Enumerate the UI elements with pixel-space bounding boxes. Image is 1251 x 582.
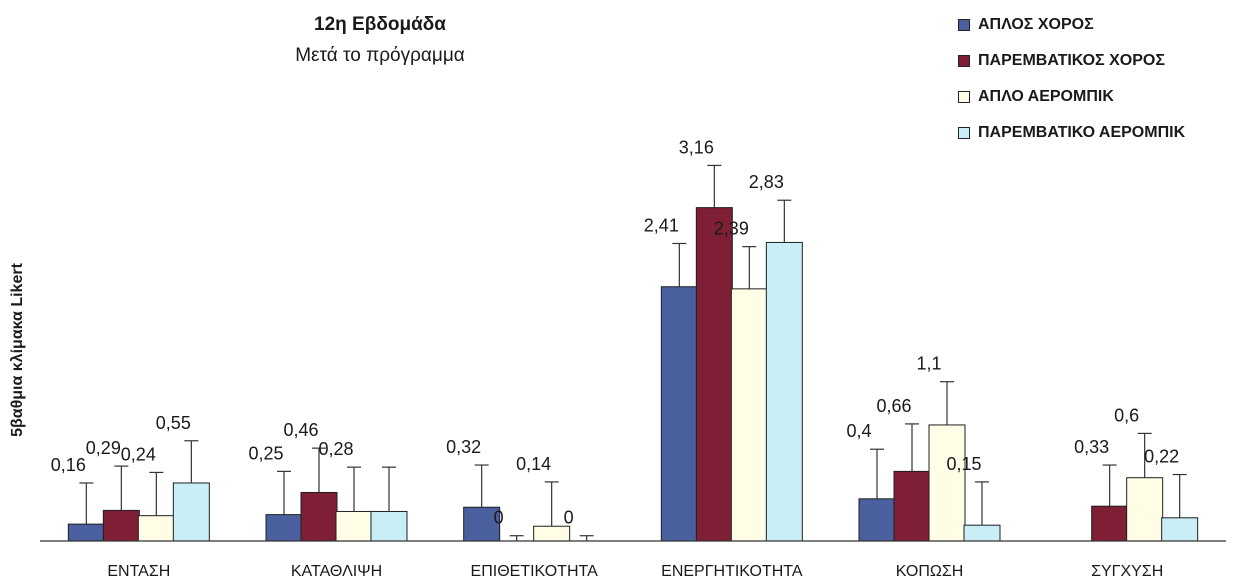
data-label: 0 [564, 508, 574, 528]
data-label: 0,14 [516, 454, 551, 474]
data-label: 0,25 [248, 443, 283, 463]
category-label: ΚΟΠΩΣΗ [896, 563, 964, 580]
bar [893, 470, 931, 542]
category-label: ΕΠΙΘΕΤΙΚΟΤΗΤΑ [471, 563, 599, 580]
bar [765, 241, 803, 542]
legend-label: ΑΠΛΟ ΑΕΡΟΜΠΙΚ [978, 88, 1114, 105]
chart-subtitle: Μετά το πρόγραμμα [295, 45, 465, 66]
bar [172, 482, 210, 542]
bar [67, 523, 105, 542]
data-label: 0,29 [86, 438, 121, 458]
legend-swatch [958, 91, 970, 103]
data-label: 0,46 [283, 420, 318, 440]
chart-title: 12η Εβδομάδα [314, 14, 446, 35]
data-label: 2,83 [749, 172, 784, 192]
data-label: 0,28 [318, 439, 353, 459]
data-label: 1,1 [916, 354, 941, 374]
bar [102, 509, 140, 542]
category-label: ΕΝΤΑΣΗ [107, 563, 170, 580]
bar [533, 525, 571, 542]
data-label: 0,55 [156, 413, 191, 433]
bar [730, 288, 768, 542]
category-label: ΕΝΕΡΓΗΤΙΚΟΤΗΤΑ [661, 563, 803, 580]
legend-swatch [958, 19, 970, 31]
legend-item-intervention-dance: ΠΑΡΕΜΒΑΤΙΚΟΣ ΧΟΡΟΣ [958, 43, 1251, 79]
data-label: 3,16 [679, 137, 714, 157]
legend: ΑΠΛΟΣ ΧΟΡΟΣ ΠΑΡΕΜΒΑΤΙΚΟΣ ΧΟΡΟΣ ΑΠΛΟ ΑΕΡΟ… [958, 7, 1251, 151]
category-label: ΚΑΤΑΘΛΙΨΗ [291, 563, 382, 580]
bar [1091, 505, 1129, 542]
bar [137, 515, 175, 542]
bar [963, 524, 1001, 542]
data-label: 0,15 [946, 454, 981, 474]
bar [463, 506, 501, 542]
bar [370, 510, 408, 542]
data-label: 0,22 [1144, 447, 1179, 467]
data-label: 0,32 [446, 437, 481, 457]
bar [660, 286, 698, 542]
legend-item-simple-dance: ΑΠΛΟΣ ΧΟΡΟΣ [958, 7, 1251, 43]
bar [858, 498, 896, 542]
bar [1161, 517, 1199, 542]
data-label: 2,41 [644, 215, 679, 235]
bar [928, 424, 966, 542]
data-label: 2,39 [714, 219, 749, 239]
legend-label: ΑΠΛΟΣ ΧΟΡΟΣ [978, 16, 1094, 33]
legend-swatch [958, 127, 970, 139]
data-label: 0,4 [846, 421, 871, 441]
bar [1126, 477, 1164, 542]
data-label: 0,24 [121, 444, 156, 464]
legend-label: ΠΑΡΕΜΒΑΤΙΚΟΣ ΧΟΡΟΣ [978, 52, 1165, 69]
data-label: 0,16 [51, 455, 86, 475]
bar [265, 514, 303, 542]
legend-item-intervention-aerobic: ΠΑΡΕΜΒΑΤΙΚΟ ΑΕΡΟΜΠΙΚ [958, 115, 1251, 151]
data-label: 0 [494, 508, 504, 528]
legend-swatch [958, 55, 970, 67]
bar [335, 510, 373, 542]
bar [300, 491, 338, 542]
data-label: 0,66 [876, 396, 911, 416]
data-label: 0,6 [1114, 405, 1139, 425]
legend-label: ΠΑΡΕΜΒΑΤΙΚΟ ΑΕΡΟΜΠΙΚ [978, 124, 1186, 141]
category-label: ΣΥΓΧΥΣΗ [1091, 563, 1163, 580]
bar [695, 207, 733, 542]
legend-item-simple-aerobic: ΑΠΛΟ ΑΕΡΟΜΠΙΚ [958, 79, 1251, 115]
data-label: 0,33 [1074, 437, 1109, 457]
